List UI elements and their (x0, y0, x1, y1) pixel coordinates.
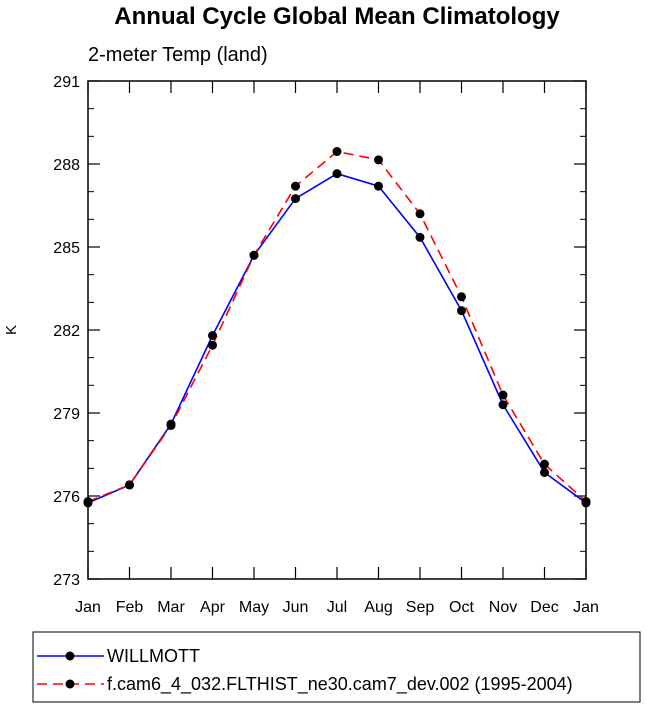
series-0-point (540, 467, 549, 477)
x-tick-label: Feb (116, 599, 144, 616)
y-tick-label: 276 (53, 489, 80, 506)
plot-frame (87, 80, 587, 580)
x-tick-label: Jul (327, 599, 347, 616)
series-1-point (291, 181, 300, 191)
y-tick-label: 279 (53, 406, 80, 423)
legend-label-1: f.cam6_4_032.FLTHIST_ne30.cam7_dev.002 (… (107, 674, 573, 695)
series-1-point (540, 459, 549, 469)
x-tick-label: Jan (573, 599, 599, 616)
series-line-0 (87, 172, 587, 504)
series-0-point (374, 181, 383, 191)
legend-box (32, 631, 641, 703)
series-line-1 (87, 150, 587, 503)
axis-ticks: 273 276 279 282 285 288 291 Jan Feb Mar Apr May Jun J… (53, 74, 599, 616)
series-0-point (415, 232, 425, 242)
series-0-point (208, 331, 217, 341)
series-1-point (498, 390, 508, 400)
series-1-point (374, 155, 383, 165)
chart-title: Annual Cycle Global Mean Climatology (114, 3, 560, 30)
series-1-point (457, 292, 466, 302)
y-axis-label: K (3, 325, 20, 335)
y-tick-label: 273 (53, 572, 80, 589)
series-1-point (249, 250, 259, 260)
series-lines (87, 150, 587, 504)
x-tick-label: Apr (200, 599, 226, 616)
x-tick-label: Sep (406, 599, 435, 616)
y-tick-label: 282 (53, 323, 80, 340)
x-tick-label: Oct (449, 599, 474, 616)
legend: WILLMOTT f.cam6_4_032.FLTHIST_ne30.cam7_d… (32, 631, 641, 703)
legend-label-0: WILLMOTT (107, 646, 200, 666)
series-1-point (415, 209, 425, 219)
series-0-point (291, 194, 300, 204)
series-0-point (332, 169, 342, 179)
series-1-point (125, 480, 134, 490)
x-tick-label: Aug (364, 599, 392, 616)
x-tick-label: Dec (530, 599, 558, 616)
x-tick-label: May (239, 599, 269, 616)
series-1-point (332, 147, 342, 157)
x-tick-label: Nov (489, 599, 517, 616)
series-1-point (166, 420, 176, 430)
series-1-point (208, 340, 217, 350)
legend-marker-0 (65, 651, 75, 661)
series-0-point (498, 400, 508, 410)
series-markers (83, 147, 591, 508)
x-tick-label: Jan (75, 599, 101, 616)
y-tick-label: 288 (53, 157, 80, 174)
legend-marker-1 (65, 679, 75, 689)
series-0-point (457, 306, 466, 316)
chart-subtitle: 2-meter Temp (land) (88, 44, 268, 66)
x-tick-label: Jun (283, 599, 309, 616)
x-tick-label: Mar (157, 599, 185, 616)
y-tick-label: 285 (53, 240, 80, 257)
y-tick-label: 291 (53, 74, 80, 91)
